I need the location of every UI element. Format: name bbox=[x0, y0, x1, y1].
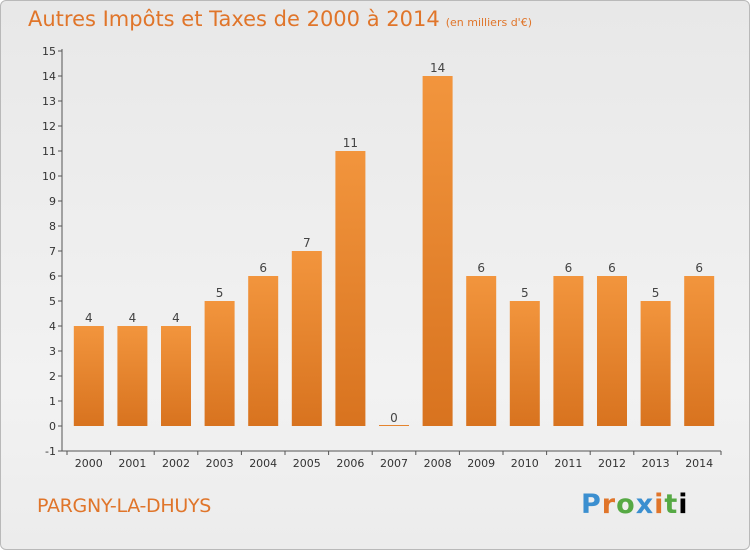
y-tick-label: 12 bbox=[42, 120, 56, 133]
y-tick-label: 8 bbox=[49, 220, 56, 233]
data-label-2007: 0 bbox=[390, 411, 398, 425]
y-tick-label: 0 bbox=[49, 420, 56, 433]
bar-2010 bbox=[509, 301, 540, 426]
y-tick-label: 13 bbox=[42, 95, 56, 108]
x-tick-label-2006: 2006 bbox=[336, 457, 364, 470]
x-tick-label-2012: 2012 bbox=[598, 457, 626, 470]
y-tick-label: -1 bbox=[45, 445, 56, 458]
y-tick-label: 4 bbox=[49, 320, 56, 333]
data-label-2004: 6 bbox=[259, 261, 267, 275]
bar-2014 bbox=[684, 276, 715, 426]
y-tick-label: 10 bbox=[42, 170, 56, 183]
bar-2001 bbox=[117, 326, 148, 426]
bar-2013 bbox=[640, 301, 671, 426]
y-tick-label: 9 bbox=[49, 195, 56, 208]
x-tick-label-2008: 2008 bbox=[424, 457, 452, 470]
x-tick-label-2010: 2010 bbox=[511, 457, 539, 470]
x-tick-label-2009: 2009 bbox=[467, 457, 495, 470]
y-tick-label: 11 bbox=[42, 145, 56, 158]
bar-2005 bbox=[291, 251, 322, 426]
bar-2009 bbox=[466, 276, 497, 426]
x-tick-label-2014: 2014 bbox=[685, 457, 713, 470]
chart-subtitle: (en milliers d'€) bbox=[445, 16, 532, 29]
bar-2004 bbox=[248, 276, 279, 426]
bar-2000 bbox=[73, 326, 104, 426]
y-tick-label: 3 bbox=[49, 345, 56, 358]
x-tick-label-2007: 2007 bbox=[380, 457, 408, 470]
y-tick-label: 15 bbox=[42, 45, 56, 58]
data-label-2005: 7 bbox=[303, 236, 311, 250]
data-label-2012: 6 bbox=[608, 261, 616, 275]
x-tick-label-2003: 2003 bbox=[206, 457, 234, 470]
data-label-2002: 4 bbox=[172, 311, 180, 325]
y-tick-label: 14 bbox=[42, 70, 56, 83]
y-tick-label: 2 bbox=[49, 370, 56, 383]
data-label-2013: 5 bbox=[652, 286, 660, 300]
data-label-2014: 6 bbox=[695, 261, 703, 275]
bar-2008 bbox=[422, 76, 453, 426]
data-label-2003: 5 bbox=[216, 286, 224, 300]
x-tick-label-2001: 2001 bbox=[118, 457, 146, 470]
chart-title: Autres Impôts et Taxes de 2000 à 2014 (en… bbox=[28, 7, 532, 31]
data-label-2009: 6 bbox=[477, 261, 485, 275]
bar-2012 bbox=[597, 276, 627, 426]
data-label-2006: 11 bbox=[343, 136, 358, 150]
bar-2002 bbox=[161, 326, 191, 426]
bar-2003 bbox=[204, 301, 235, 426]
data-label-2011: 6 bbox=[565, 261, 573, 275]
y-tick-label: 5 bbox=[49, 295, 56, 308]
x-tick-label-2004: 2004 bbox=[249, 457, 277, 470]
y-tick-label: 1 bbox=[49, 395, 56, 408]
x-tick-label-2011: 2011 bbox=[554, 457, 582, 470]
bar-2006 bbox=[335, 151, 366, 426]
x-tick-label-2005: 2005 bbox=[293, 457, 321, 470]
proxiti-logo: Proxiti bbox=[581, 489, 689, 520]
data-label-2000: 4 bbox=[85, 311, 93, 325]
y-tick-label: 6 bbox=[49, 270, 56, 283]
data-label-2001: 4 bbox=[129, 311, 137, 325]
bar-2011 bbox=[553, 276, 584, 426]
chart-title-text: Autres Impôts et Taxes de 2000 à 2014 bbox=[28, 7, 440, 31]
x-tick-label-2002: 2002 bbox=[162, 457, 190, 470]
commune-name: PARGNY-LA-DHUYS bbox=[37, 495, 212, 517]
bar-2007 bbox=[379, 425, 409, 426]
x-tick-label-2000: 2000 bbox=[75, 457, 103, 470]
x-tick-label-2013: 2013 bbox=[642, 457, 670, 470]
y-tick-label: 7 bbox=[49, 245, 56, 258]
data-label-2010: 5 bbox=[521, 286, 529, 300]
data-label-2008: 14 bbox=[430, 61, 445, 75]
